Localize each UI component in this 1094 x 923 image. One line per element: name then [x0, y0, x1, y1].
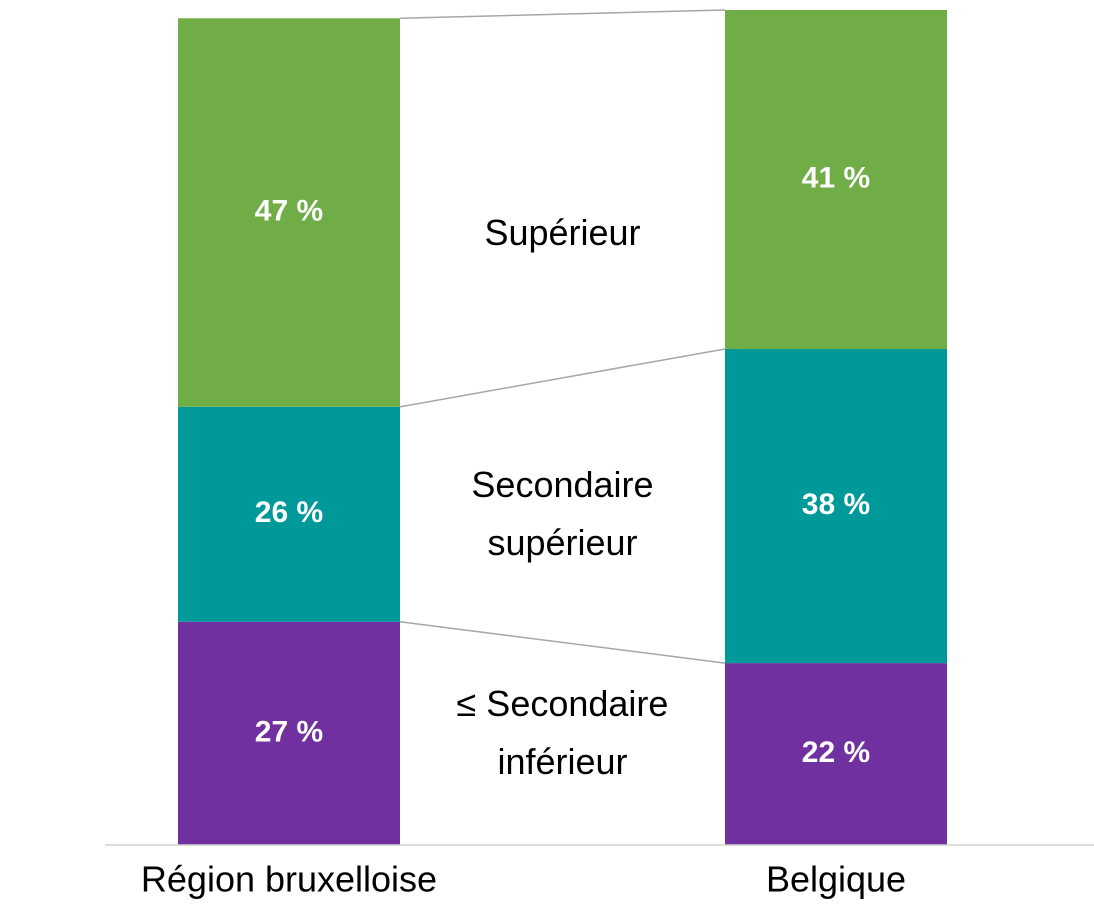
series-label: Supérieur — [484, 211, 641, 253]
bar-segment — [178, 621, 400, 845]
series-connector — [399, 348, 726, 408]
data-label: 26 % — [255, 496, 323, 529]
bar-segment — [178, 406, 400, 622]
data-label: 22 % — [802, 736, 870, 769]
data-label: 27 % — [255, 715, 323, 748]
series-label: ≤ Secondaire inférieur — [456, 683, 669, 783]
x-tick-label: Région bruxelloise — [141, 859, 437, 900]
x-tick-label: Belgique — [766, 859, 906, 900]
bar-segment — [725, 663, 947, 845]
data-label: 47 % — [255, 194, 323, 227]
bar-segment — [725, 10, 947, 349]
bar-segment — [178, 18, 400, 407]
series-label: Secondaire supérieur — [471, 464, 654, 564]
bar-segment — [725, 348, 947, 664]
data-label: 38 % — [802, 488, 870, 521]
data-label: 41 % — [802, 161, 870, 194]
series-connector — [399, 621, 726, 664]
series-connector — [399, 9, 726, 20]
